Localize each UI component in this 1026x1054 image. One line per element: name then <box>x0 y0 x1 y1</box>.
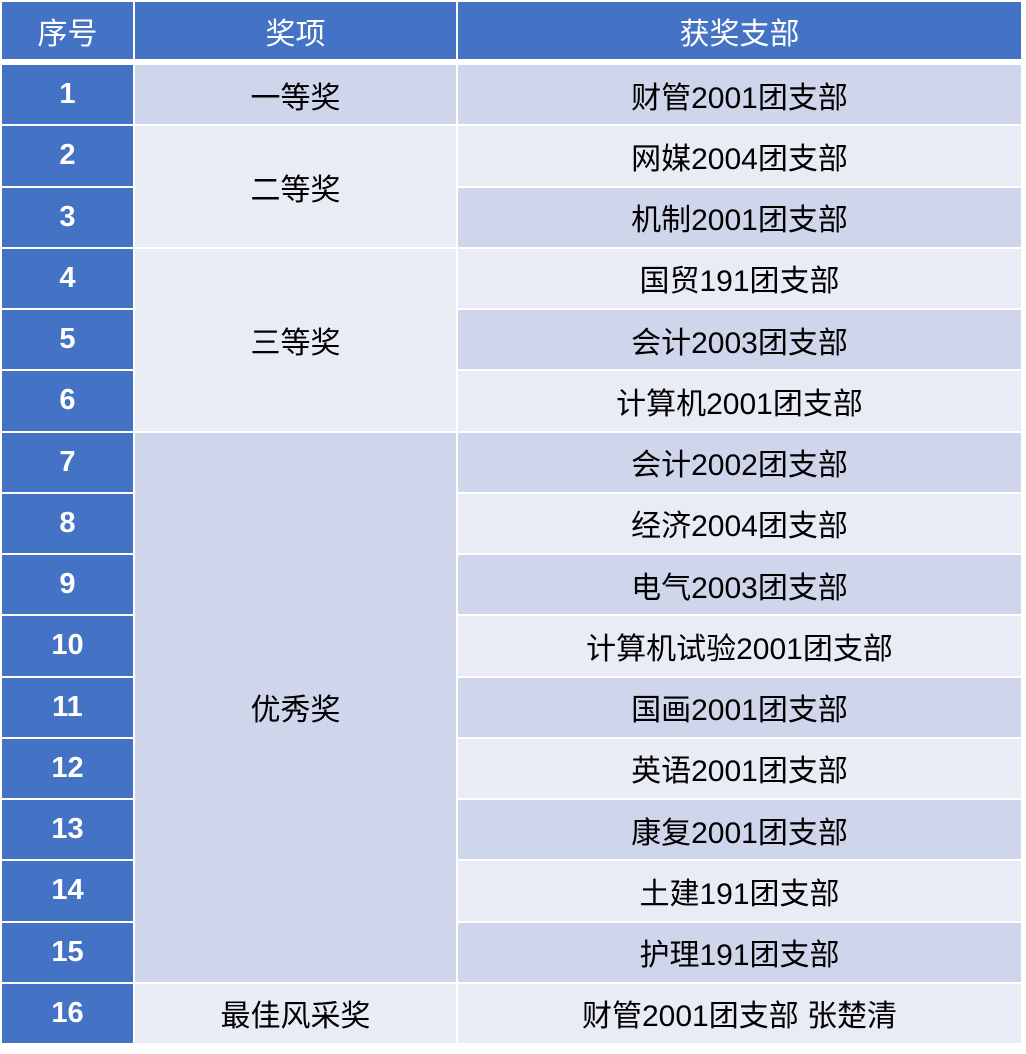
award-cell: 一等奖 <box>135 65 456 125</box>
branch-cell: 会计2003团支部 <box>458 310 1021 370</box>
branch-cell: 会计2002团支部 <box>458 432 1021 492</box>
row-index: 15 <box>2 922 133 982</box>
row-index: 6 <box>2 371 133 431</box>
row-index: 9 <box>2 555 133 615</box>
row-index: 13 <box>2 800 133 860</box>
branch-cell: 国画2001团支部 <box>458 677 1021 737</box>
row-index: 2 <box>2 126 133 186</box>
row-index: 5 <box>2 310 133 370</box>
row-index: 14 <box>2 861 133 921</box>
branch-cell: 财管2001团支部 张楚清 <box>458 983 1021 1043</box>
award-cell: 二等奖 <box>135 126 456 247</box>
branch-cell: 计算机试验2001团支部 <box>458 616 1021 676</box>
row-index: 7 <box>2 432 133 492</box>
branch-cell: 财管2001团支部 <box>458 65 1021 125</box>
header-divider <box>2 61 1021 63</box>
branch-cell: 国贸191团支部 <box>458 248 1021 308</box>
row-index: 16 <box>2 983 133 1043</box>
branch-cell: 英语2001团支部 <box>458 738 1021 798</box>
row-index: 4 <box>2 248 133 308</box>
branch-cell: 经济2004团支部 <box>458 493 1021 553</box>
row-index: 10 <box>2 616 133 676</box>
branch-cell: 计算机2001团支部 <box>458 371 1021 431</box>
branch-cell: 网媒2004团支部 <box>458 126 1021 186</box>
award-cell: 优秀奖 <box>135 432 456 982</box>
header-award: 奖项 <box>135 2 456 59</box>
row-index: 8 <box>2 493 133 553</box>
branch-cell: 康复2001团支部 <box>458 800 1021 860</box>
branch-cell: 电气2003团支部 <box>458 555 1021 615</box>
row-index: 12 <box>2 738 133 798</box>
branch-cell: 护理191团支部 <box>458 922 1021 982</box>
award-cell: 最佳风采奖 <box>135 983 456 1043</box>
branch-cell: 机制2001团支部 <box>458 187 1021 247</box>
header-index: 序号 <box>2 2 133 59</box>
row-index: 11 <box>2 677 133 737</box>
branch-cell: 土建191团支部 <box>458 861 1021 921</box>
row-index: 1 <box>2 65 133 125</box>
row-index: 3 <box>2 187 133 247</box>
header-branch: 获奖支部 <box>458 2 1021 59</box>
award-cell: 三等奖 <box>135 248 456 431</box>
